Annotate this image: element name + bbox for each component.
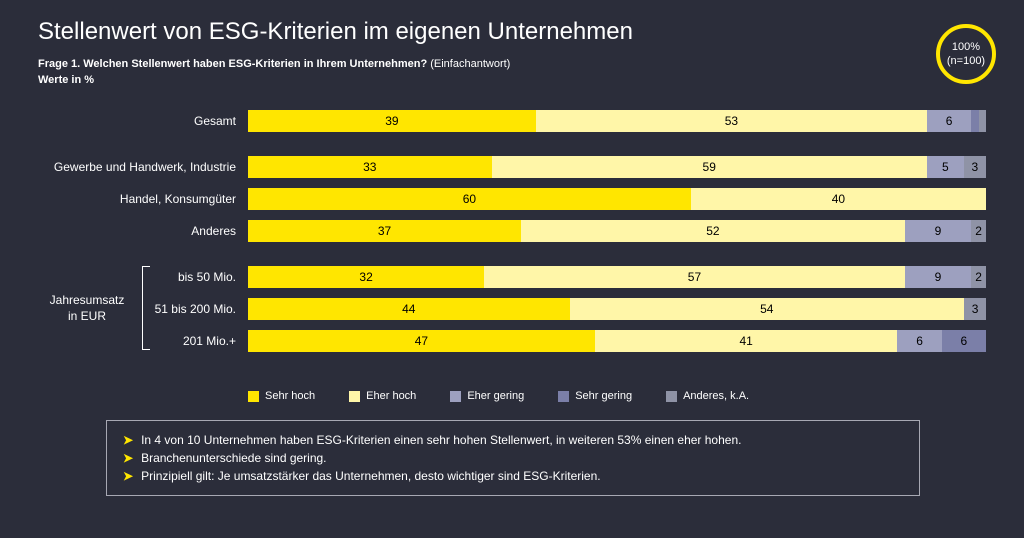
chevron-icon: ➤ — [123, 467, 133, 485]
chart-row: 201 Mio.+474166 — [38, 328, 986, 354]
bar-segment: 60 — [248, 188, 691, 210]
legend-swatch — [349, 391, 360, 402]
chart-row: Gewerbe und Handwerk, Industrie335953 — [38, 154, 986, 180]
values-in-label: Werte in % — [38, 74, 94, 86]
legend-item: Sehr hoch — [248, 390, 315, 402]
legend-item: Eher hoch — [349, 390, 416, 402]
bar-segment: 40 — [691, 188, 986, 210]
chart-row: bis 50 Mio.325792 — [38, 264, 986, 290]
row-label: Gesamt — [38, 114, 248, 128]
sample-badge: 100% (n=100) — [936, 24, 996, 84]
bar-segment: 53 — [536, 110, 927, 132]
bar-track: 325792 — [248, 266, 986, 288]
bar-segment: 2 — [971, 220, 986, 242]
bar-segment: 5 — [927, 156, 964, 178]
question-text: Frage 1. Welchen Stellenwert haben ESG-K… — [38, 58, 510, 70]
legend-swatch — [248, 391, 259, 402]
summary-line: ➤ In 4 von 10 Unternehmen haben ESG-Krite… — [123, 431, 903, 449]
chevron-icon: ➤ — [123, 449, 133, 467]
row-label: Gewerbe und Handwerk, Industrie — [38, 160, 248, 174]
chevron-icon: ➤ — [123, 431, 133, 449]
bar-segment: 59 — [492, 156, 927, 178]
badge-line2: (n=100) — [947, 54, 985, 68]
question-bold: Frage 1. Welchen Stellenwert haben ESG-K… — [38, 58, 427, 70]
bar-track: 375292 — [248, 220, 986, 242]
summary-text: In 4 von 10 Unternehmen haben ESG-Kriter… — [141, 431, 741, 449]
page-title: Stellenwert von ESG-Kriterien im eigenen… — [38, 18, 633, 46]
chart-row: Gesamt39536 — [38, 108, 986, 134]
bar-segment: 33 — [248, 156, 492, 178]
summary-box: ➤ In 4 von 10 Unternehmen haben ESG-Krite… — [106, 420, 920, 496]
row-label: Anderes — [38, 224, 248, 238]
bar-segment: 47 — [248, 330, 595, 352]
bar-segment: 9 — [905, 220, 971, 242]
bar-segment: 6 — [897, 330, 941, 352]
summary-text: Branchenunterschiede sind gering. — [141, 449, 326, 467]
bar-segment: 37 — [248, 220, 521, 242]
question-note: (Einfachantwort) — [430, 58, 510, 70]
summary-line: ➤ Branchenunterschiede sind gering. — [123, 449, 903, 467]
legend-label: Eher hoch — [366, 390, 416, 402]
badge-line1: 100% — [952, 40, 980, 54]
bar-segment: 6 — [942, 330, 986, 352]
bracket — [142, 266, 150, 350]
bar-segment: 39 — [248, 110, 536, 132]
bar-segment — [979, 110, 986, 132]
bar-segment: 2 — [971, 266, 986, 288]
bar-segment: 54 — [570, 298, 965, 320]
legend-label: Sehr gering — [575, 390, 632, 402]
chart-row: Anderes375292 — [38, 218, 986, 244]
bar-segment: 9 — [905, 266, 971, 288]
legend-item: Sehr gering — [558, 390, 632, 402]
chart-legend: Sehr hoch Eher hoch Eher gering Sehr gering… — [248, 390, 749, 402]
bar-segment — [971, 110, 978, 132]
legend-label: Sehr hoch — [265, 390, 315, 402]
bar-segment: 57 — [484, 266, 905, 288]
bar-segment: 52 — [521, 220, 905, 242]
bar-track: 44543 — [248, 298, 986, 320]
stacked-bar-chart: Gesamt39536Gewerbe und Handwerk, Industr… — [38, 108, 986, 360]
side-group-label: Jahresumsatzin EUR — [38, 293, 136, 324]
bar-track: 335953 — [248, 156, 986, 178]
chart-row: Handel, Konsumgüter6040 — [38, 186, 986, 212]
bar-track: 6040 — [248, 188, 986, 210]
bar-segment: 3 — [964, 298, 986, 320]
summary-line: ➤ Prinzipiell gilt: Je umsatzstärker das … — [123, 467, 903, 485]
row-label: Handel, Konsumgüter — [38, 192, 248, 206]
bar-segment: 44 — [248, 298, 570, 320]
bar-track: 474166 — [248, 330, 986, 352]
chart-row: 51 bis 200 Mio.44543 — [38, 296, 986, 322]
legend-item: Eher gering — [450, 390, 524, 402]
legend-swatch — [450, 391, 461, 402]
legend-label: Anderes, k.A. — [683, 390, 749, 402]
bar-segment: 32 — [248, 266, 484, 288]
legend-label: Eher gering — [467, 390, 524, 402]
legend-swatch — [666, 391, 677, 402]
bar-track: 39536 — [248, 110, 986, 132]
bar-segment: 3 — [964, 156, 986, 178]
bar-segment: 6 — [927, 110, 971, 132]
summary-text: Prinzipiell gilt: Je umsatzstärker das U… — [141, 467, 601, 485]
legend-item: Anderes, k.A. — [666, 390, 749, 402]
legend-swatch — [558, 391, 569, 402]
bar-segment: 41 — [595, 330, 898, 352]
